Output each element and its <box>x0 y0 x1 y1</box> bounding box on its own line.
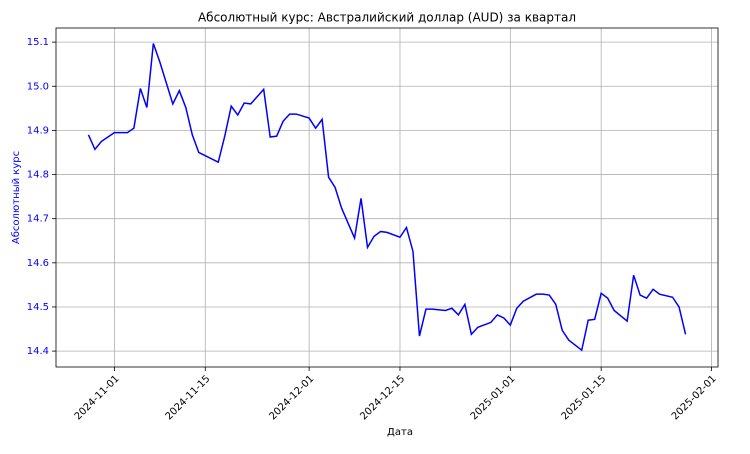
x-tick-label: 2024-12-01 <box>267 373 316 422</box>
x-tick-label: 2024-12-15 <box>358 373 407 422</box>
chart-title: Абсолютный курс: Австралийский доллар (A… <box>198 11 576 25</box>
x-tick-label: 2025-01-15 <box>560 373 609 422</box>
x-tick-label: 2025-02-01 <box>670 373 719 422</box>
y-tick-label: 14.9 <box>27 125 49 136</box>
y-tick-label: 14.4 <box>27 346 49 357</box>
y-tick-label: 14.6 <box>27 258 49 269</box>
y-tick-label: 15.1 <box>27 37 49 48</box>
y-tick-label: 14.8 <box>27 170 49 181</box>
x-tick-label: 2025-01-01 <box>469 373 518 422</box>
y-tick-label: 14.5 <box>27 302 49 313</box>
y-tick-label: 14.7 <box>27 214 49 225</box>
y-tick-label: 15.0 <box>27 81 49 92</box>
x-tick-label: 2024-11-01 <box>73 373 122 422</box>
line <box>87 43 687 352</box>
x-tick-label: 2024-11-15 <box>164 373 213 422</box>
y-axis-label: Абсолютный курс <box>11 151 22 244</box>
x-axis-label: Дата <box>387 427 413 438</box>
plot-frame <box>55 27 719 368</box>
